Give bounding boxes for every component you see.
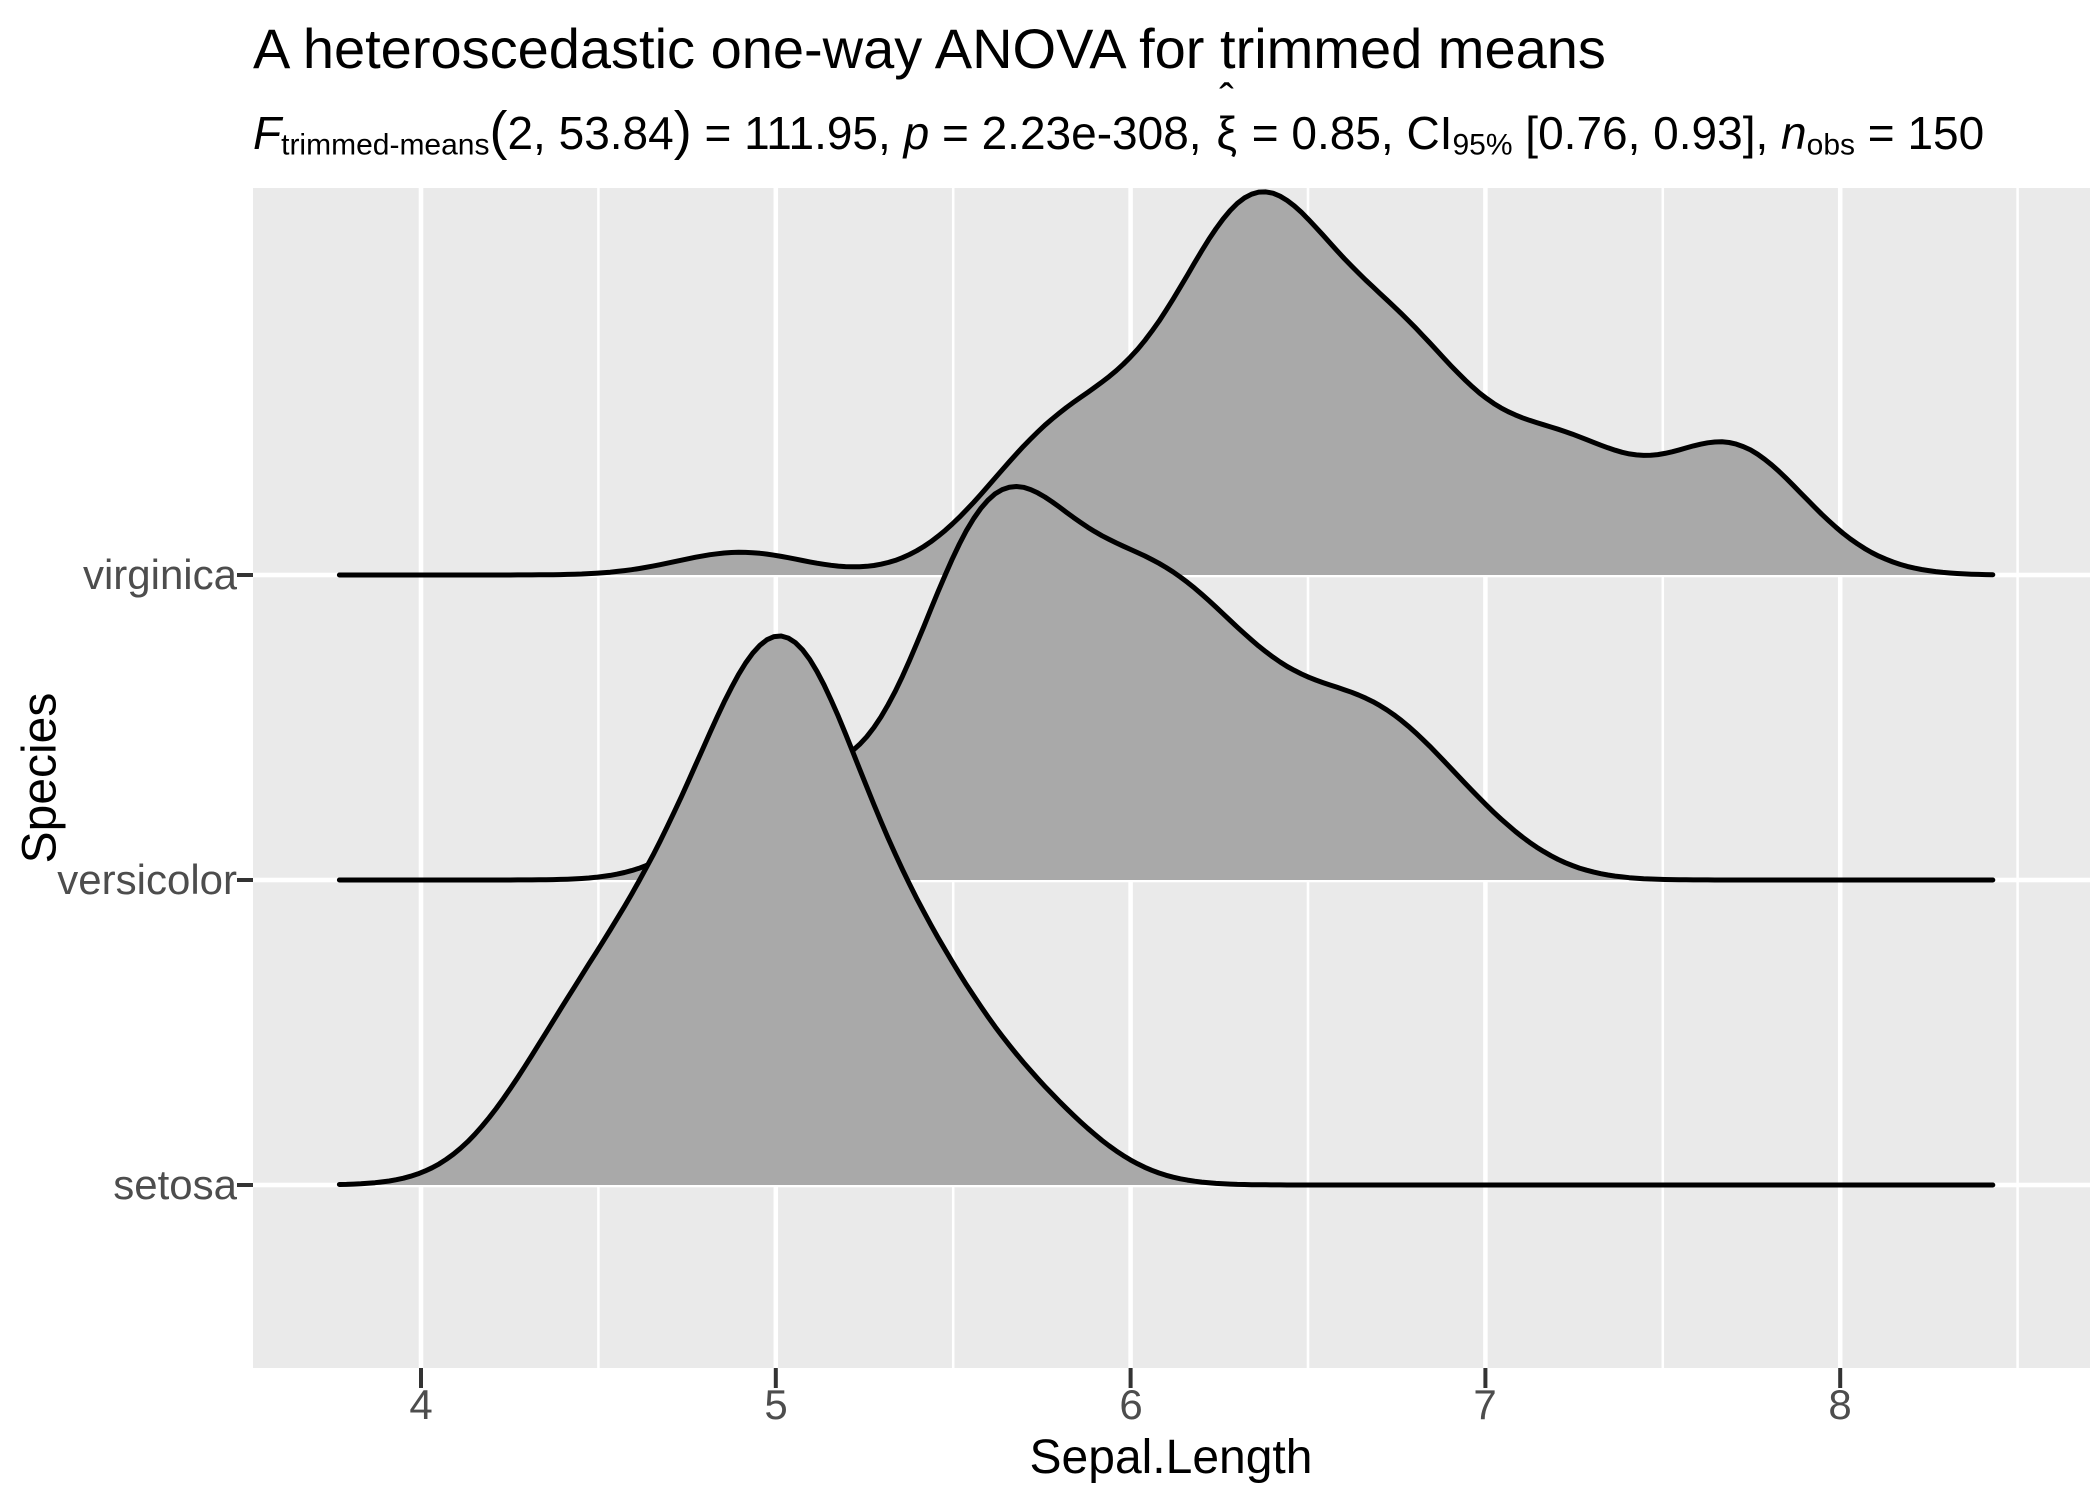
plot-subtitle: Ftrimmed-means(2, 53.84) = 111.95, p = 2… [253,78,1985,166]
x-tick-label-8: 8 [1828,1381,1852,1428]
virginica-density-area [339,191,1993,575]
n-subscript: obs [1806,128,1856,162]
versicolor-density-outline [336,484,1996,883]
x-axis-title: Sepal.Length [1029,1431,1313,1484]
ci-interval: [0.76, 0.93], [1512,107,1782,159]
x-tick-label-5: 5 [764,1381,788,1428]
y-axis-title: Species [13,692,67,864]
f-value: = 111.95, [691,107,904,159]
n-value: = 150 [1855,107,1985,159]
n-letter: n [1781,107,1807,159]
hat-accent: ˆ [1219,74,1234,124]
virginica-density-outline [336,189,1996,578]
p-value: = 2.23e-308, [929,107,1215,159]
x-tick-label-6: 6 [1119,1381,1143,1428]
x-tick-label-7: 7 [1473,1381,1497,1428]
effect-size-value: = 0.85, CI [1238,107,1453,159]
paren-close: ) [673,101,692,161]
versicolor-density-area [339,486,1993,880]
degrees-of-freedom: 2, 53.84 [507,107,674,159]
setosa-density-outline [336,633,1996,1188]
ci-subscript: 95% [1452,128,1513,162]
y-axis-tick-marks [237,573,253,1187]
plot-title: A heteroscedastic one-way ANOVA for trim… [253,17,1606,80]
x-axis-tick-marks [419,1368,1843,1388]
y-tick-label-setosa: setosa [113,1161,237,1208]
paren-open: ( [489,101,508,161]
stat-subscript: trimmed-means [281,128,490,162]
ridge-versicolor [336,484,1996,883]
x-tick-label-4: 4 [409,1381,433,1428]
y-tick-label-versicolor: versicolor [57,856,237,903]
ridge-setosa [336,633,1996,1188]
xi-letter: ξ [1216,107,1237,159]
stat-letter: F [253,107,282,159]
ridge-virginica [336,189,1996,578]
y-tick-label-virginica: virginica [82,551,237,598]
setosa-density-area [339,636,1993,1185]
p-letter: p [903,107,930,159]
